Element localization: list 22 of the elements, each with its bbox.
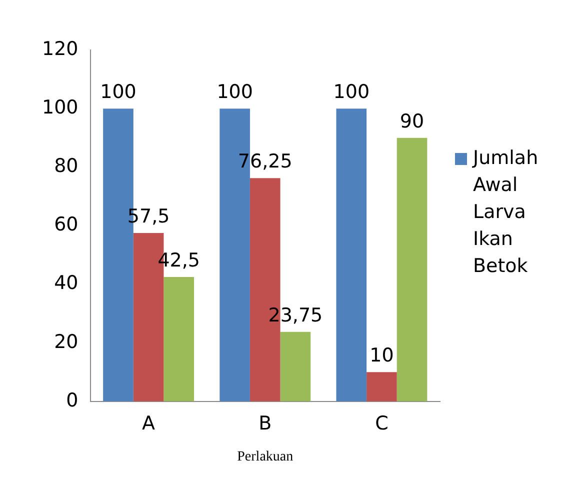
- y-tick-label: 60: [54, 214, 78, 236]
- x-axis-title: Perlakuan: [237, 449, 294, 464]
- y-tick-label: 120: [42, 38, 78, 60]
- bar: [336, 108, 367, 402]
- x-tick-label: B: [258, 412, 272, 435]
- y-tick-label: 40: [54, 272, 78, 294]
- data-label: 100: [333, 81, 370, 104]
- data-label: 90: [400, 110, 424, 132]
- data-label: 100: [216, 81, 253, 104]
- y-tick-label: 80: [54, 155, 78, 178]
- y-tick-label: 100: [42, 96, 78, 119]
- bar: [366, 372, 397, 402]
- data-label: 10: [370, 344, 394, 367]
- bar: [164, 276, 194, 402]
- x-tick-label: C: [375, 412, 388, 435]
- bar: [280, 332, 311, 402]
- y-tick-label: 0: [66, 389, 78, 412]
- x-tick-label: A: [142, 412, 156, 435]
- y-tick-label: 20: [54, 330, 78, 353]
- data-label: 100: [100, 81, 136, 104]
- bar: [396, 138, 428, 402]
- legend-label: Jumlah Awal Larva Ikan Betok: [473, 146, 540, 279]
